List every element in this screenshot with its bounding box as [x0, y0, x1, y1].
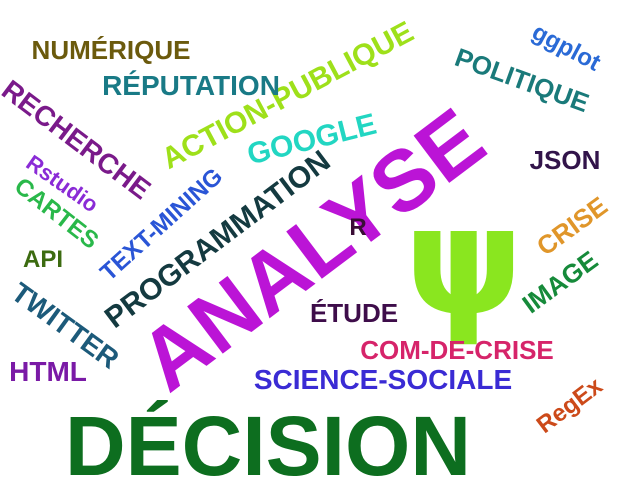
word-r: R	[349, 214, 367, 241]
word-numerique: NUMÉRIQUE	[31, 35, 191, 65]
word-decision: DÉCISION	[64, 399, 472, 493]
word-image: IMAGE	[516, 244, 604, 320]
word-json: JSON	[529, 145, 601, 175]
word-com-de-crise: COM-DE-CRISE	[360, 335, 554, 365]
word-science-sociale: SCIENCE-SOCIALE	[253, 364, 513, 395]
word-ggplot: ggplot	[527, 18, 605, 77]
word-html: HTML	[9, 356, 87, 387]
word-psi: ψ	[404, 175, 524, 349]
word-regex: RegEx	[531, 372, 608, 439]
word-reputation: RÉPUTATION	[102, 70, 280, 101]
word-crise: CRISE	[531, 190, 613, 262]
word-etude: ÉTUDE	[309, 298, 399, 328]
word-api: API	[22, 246, 64, 273]
